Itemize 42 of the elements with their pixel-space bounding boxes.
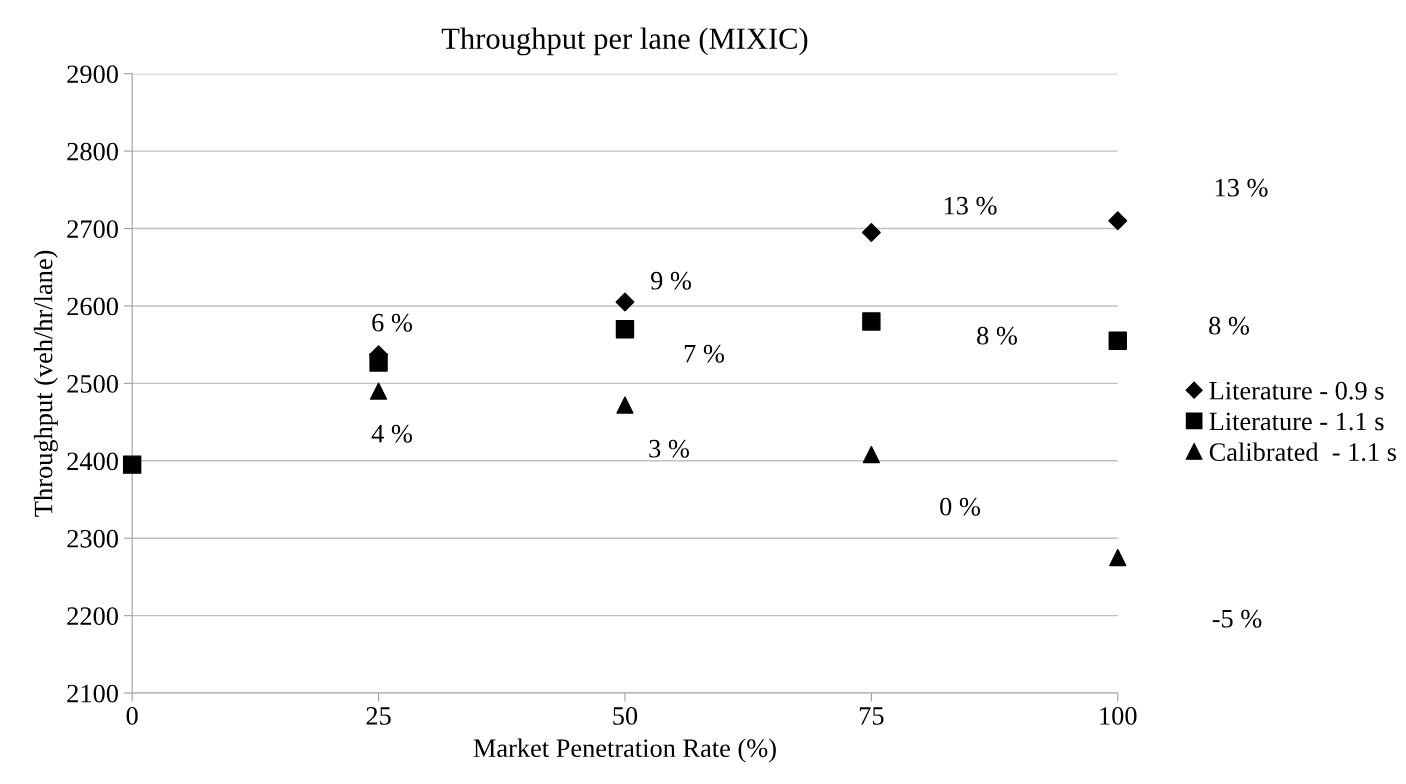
y-tick-label: 2800: [67, 142, 118, 161]
point: [615, 292, 635, 312]
annotation: 0 %: [940, 497, 980, 516]
point: [122, 455, 142, 474]
y-tick-label: 2600: [67, 297, 118, 316]
x-axis-title: Market Penetration Rate (%): [473, 738, 776, 763]
annotation: 6 %: [372, 313, 412, 332]
point: [1108, 211, 1128, 231]
point: [862, 445, 880, 464]
text: -5 %: [1212, 609, 1262, 628]
legend-label: Literature - 0.9 s: [1209, 381, 1384, 400]
annotation: 3 %: [649, 439, 689, 458]
annotation: 7 %: [684, 344, 724, 363]
y-tick-label: 2400: [67, 452, 118, 471]
y-tick-label: 2900: [67, 65, 118, 84]
point: [1109, 548, 1127, 567]
annotation: 13 %: [944, 196, 997, 215]
x-tick-label: 25: [366, 707, 391, 725]
point: [615, 319, 635, 339]
point: [861, 222, 881, 242]
y-tick-label: 2300: [67, 529, 118, 548]
annotation: 4 %: [371, 424, 412, 443]
annotation: 8 %: [977, 326, 1017, 345]
y-axis-title: Throughput (veh/hr/lane): [33, 250, 58, 517]
point: [369, 382, 388, 400]
point: [1108, 331, 1127, 350]
x-tick-label: 75: [859, 707, 884, 725]
point: [616, 396, 634, 414]
y-tick-label: 2100: [67, 684, 118, 703]
legend-label: Calibrated - 1.1 s: [1209, 442, 1397, 462]
text: 13 %: [1215, 178, 1268, 197]
chart-title: Throughput per lane (MIXIC): [441, 27, 808, 56]
x-tick-label: 100: [1100, 707, 1137, 725]
legend-label: Literature - 1.1 s: [1209, 412, 1384, 431]
y-tick-label: 2200: [67, 607, 118, 626]
annotation: 9 %: [650, 271, 691, 290]
y-tick-label: 2500: [67, 374, 118, 393]
point: [862, 312, 881, 331]
x-tick-label: 50: [613, 707, 638, 725]
text: 8 %: [1209, 316, 1249, 335]
y-tick-label: 2700: [67, 220, 118, 238]
x-tick-label: 0: [126, 707, 138, 725]
